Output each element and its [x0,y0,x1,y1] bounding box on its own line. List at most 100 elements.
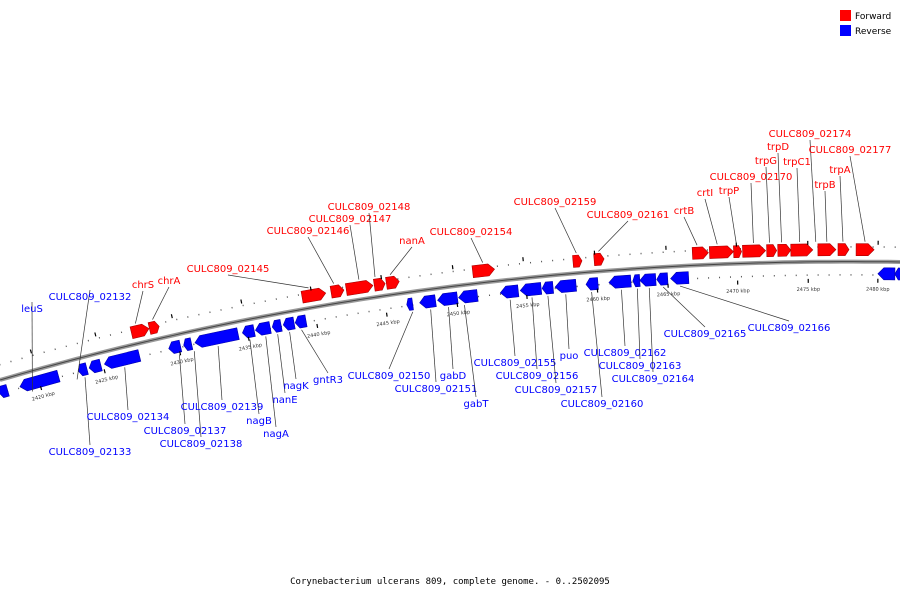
forward-gene-label[interactable]: CULC809_02154 [430,227,513,238]
forward-gene-label[interactable]: crtI [697,188,713,199]
reverse-gene-arrow[interactable] [894,267,900,281]
forward-gene-label[interactable]: trpG [755,156,777,167]
forward-gene-arrow[interactable] [300,287,327,304]
reverse-gene-label[interactable]: CULC809_02132 [49,292,132,303]
reverse-gene-label[interactable]: gabD [440,371,467,382]
reverse-gene-label[interactable]: CULC809_02164 [612,374,695,385]
reverse-gene-arrow[interactable] [419,294,437,309]
reverse-gene-arrow[interactable] [77,362,89,377]
reverse-gene-arrow[interactable] [670,271,690,285]
forward-gene-label[interactable]: trpP [719,186,739,197]
forward-gene-label[interactable]: trpC1 [783,157,811,168]
reverse-gene-arrow[interactable] [88,358,103,374]
reverse-gene-arrow[interactable] [519,282,543,297]
reverse-gene-arrow[interactable] [877,267,896,281]
reverse-gene-arrow[interactable] [437,291,459,306]
forward-gene-label[interactable]: CULC809_02147 [309,214,392,225]
forward-gene-arrow[interactable] [837,243,850,256]
reverse-gene-arrow[interactable] [632,274,641,288]
reverse-gene-arrow[interactable] [406,297,414,311]
reverse-gene-arrow[interactable] [294,314,308,329]
forward-gene-label[interactable]: CULC809_02177 [809,145,892,156]
reverse-gene-label[interactable]: CULC809_02166 [748,323,831,334]
forward-gene-arrow[interactable] [691,246,709,260]
reverse-gene-label[interactable]: nagK [283,381,309,392]
reverse-gene-arrow[interactable] [167,339,183,354]
forward-gene-label[interactable]: CULC809_02148 [328,202,411,213]
reverse-gene-label[interactable]: puo [560,351,579,362]
reverse-gene-arrow[interactable] [241,324,256,339]
reverse-gene-arrow[interactable] [656,272,669,286]
reverse-gene-label[interactable]: gabT [464,399,490,410]
forward-gene-arrow[interactable] [593,252,605,266]
reverse-gene-label[interactable]: leuS [21,304,43,315]
forward-gene-arrow[interactable] [817,243,837,257]
forward-gene-label[interactable]: CULC809_02174 [769,129,852,140]
reverse-gene-arrow[interactable] [585,277,599,291]
label-leader-line [509,299,516,357]
reverse-gene-label[interactable]: CULC809_02134 [87,412,170,423]
reverse-gene-label[interactable]: CULC809_02162 [584,348,667,359]
reverse-gene-label[interactable]: nagA [263,429,289,440]
reverse-gene-label[interactable]: CULC809_02155 [474,358,557,369]
reverse-gene-label[interactable]: nanE [272,395,297,406]
forward-gene-label[interactable]: crtB [674,206,695,217]
forward-gene-arrow[interactable] [766,244,778,258]
forward-gene-label[interactable]: trpA [829,165,850,176]
forward-gene-arrow[interactable] [572,254,583,268]
forward-gene-arrow[interactable] [708,245,734,259]
forward-gene-label[interactable]: CULC809_02146 [267,226,350,237]
reverse-gene-label[interactable]: CULC809_02163 [599,361,682,372]
reverse-gene-arrow[interactable] [499,284,520,299]
reverse-gene-arrow[interactable] [458,289,479,304]
forward-gene-arrow[interactable] [790,243,814,257]
reverse-gene-arrow[interactable] [103,349,142,370]
forward-gene-arrow[interactable] [373,277,386,292]
reverse-gene-label[interactable]: CULC809_02150 [348,371,431,382]
forward-gene-label[interactable]: CULC809_02145 [187,264,270,275]
forward-gene-label[interactable]: trpD [767,142,789,153]
reverse-gene-arrow[interactable] [282,316,296,331]
forward-gene-label[interactable]: nanA [399,236,425,247]
forward-gene-arrow[interactable] [855,243,875,257]
forward-gene-label[interactable]: CULC809_02161 [587,210,670,221]
forward-genes [129,243,875,339]
reverse-gene-label[interactable]: CULC809_02156 [496,371,579,382]
reverse-gene-arrow[interactable] [0,384,10,398]
forward-gene-label[interactable]: CULC809_02159 [514,197,597,208]
forward-gene-label[interactable]: trpB [814,180,835,191]
reverse-gene-label[interactable]: CULC809_02160 [561,399,644,410]
reverse-gene-label[interactable]: CULC809_02139 [181,402,264,413]
forward-gene-label[interactable]: CULC809_02170 [710,172,793,183]
reverse-gene-arrow[interactable] [639,273,657,287]
reverse-gene-label[interactable]: CULC809_02157 [515,385,598,396]
forward-gene-arrow[interactable] [344,279,374,296]
reverse-gene-arrow[interactable] [271,319,283,333]
forward-gene-arrow[interactable] [777,243,792,257]
reverse-gene-arrow[interactable] [254,321,272,337]
reverse-gene-arrow[interactable] [194,327,240,349]
forward-gene-arrow[interactable] [742,244,767,258]
forward-gene-arrow[interactable] [129,323,150,339]
forward-gene-arrow[interactable] [147,320,160,335]
reverse-gene-arrow[interactable] [608,274,632,289]
label-leader-line [765,166,770,243]
forward-gene-label[interactable]: chrS [132,280,154,291]
reverse-gene-label[interactable]: CULC809_02137 [144,426,227,437]
reverse-gene-label[interactable]: CULC809_02138 [160,439,243,450]
forward-gene-arrow[interactable] [329,284,345,299]
reverse-gene-label[interactable]: CULC809_02133 [49,447,132,458]
forward-gene-arrow[interactable] [471,263,495,279]
label-leader-line [621,289,626,347]
reverse-gene-label[interactable]: gntR3 [313,375,343,386]
reverse-gene-arrow[interactable] [18,369,61,392]
forward-gene-label[interactable]: chrA [158,276,181,287]
reverse-gene-arrow[interactable] [541,281,554,295]
reverse-gene-label[interactable]: CULC809_02165 [664,329,747,340]
reverse-gene-arrow[interactable] [554,278,577,293]
reverse-gene-label[interactable]: nagB [246,416,272,427]
reverse-gene-arrow[interactable] [182,337,194,351]
forward-gene-arrow[interactable] [385,275,400,290]
reverse-gene-label[interactable]: CULC809_02151 [395,384,478,395]
forward-gene-arrow[interactable] [733,245,742,259]
